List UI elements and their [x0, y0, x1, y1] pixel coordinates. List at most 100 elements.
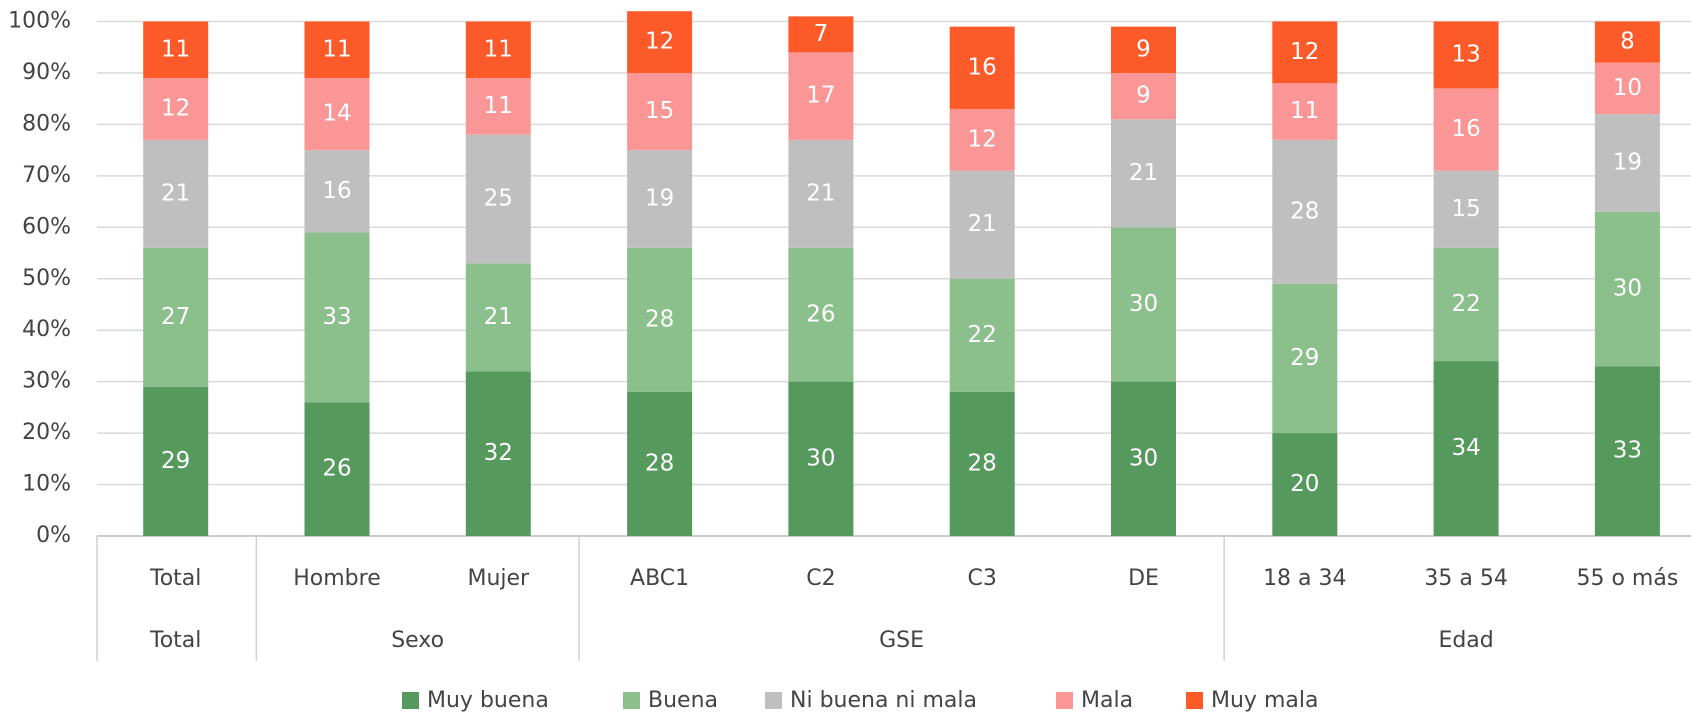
value-label: 19: [1613, 149, 1642, 175]
bar-segment: [949, 170, 1015, 279]
x-tick-label: DE: [1128, 566, 1159, 591]
bar-segment: [1272, 21, 1338, 84]
y-tick-label: 100%: [8, 9, 71, 34]
bar-segment: [143, 247, 209, 387]
bar-segment: [1272, 283, 1338, 434]
bar-segment: [788, 16, 854, 53]
bar-segment: [627, 150, 693, 248]
y-tick-label: 50%: [22, 266, 71, 291]
bar-segment: [1111, 72, 1176, 120]
value-label: 17: [806, 83, 835, 109]
bar-segment: [1594, 211, 1660, 367]
x-tick-label: Hombre: [293, 566, 381, 591]
legend-swatch: [765, 692, 782, 709]
bar-segment: [1272, 139, 1338, 284]
value-label: 28: [1290, 198, 1319, 224]
bar-segment: [304, 78, 370, 151]
bar-segment: [143, 139, 209, 248]
y-tick-label: 30%: [22, 369, 71, 394]
value-label: 29: [161, 448, 190, 474]
bar-segment: [627, 11, 693, 73]
bar-segment: [1433, 170, 1499, 248]
y-tick-label: 60%: [22, 214, 71, 239]
bar-segment: [627, 72, 693, 151]
bar-segment: [788, 381, 854, 536]
bar-segment: [949, 391, 1015, 536]
value-label: 30: [1613, 276, 1642, 302]
bar-segment: [1111, 26, 1176, 73]
legend-swatch: [1056, 692, 1073, 709]
y-tick-label: 40%: [22, 317, 71, 342]
bar-segment: [304, 21, 370, 79]
value-label: 15: [645, 98, 674, 124]
bar-segment: [1111, 227, 1176, 382]
bar-segment: [1111, 119, 1176, 228]
y-tick-label: 80%: [22, 111, 71, 136]
value-label: 12: [645, 29, 674, 55]
y-tick-label: 90%: [22, 60, 71, 85]
bar-segment: [1594, 62, 1660, 115]
value-label: 21: [1129, 160, 1158, 186]
value-label: 28: [968, 450, 997, 476]
y-tick-label: 20%: [22, 420, 71, 445]
legend-label: Muy buena: [427, 688, 549, 713]
value-label: 20: [1290, 471, 1319, 497]
legend-swatch: [623, 692, 640, 709]
value-label: 22: [1451, 291, 1480, 317]
bar-segment: [304, 150, 370, 233]
bar-segment: [1272, 83, 1338, 140]
bar-segment: [1594, 366, 1660, 536]
value-label: 12: [968, 126, 997, 152]
legend-label: Muy mala: [1211, 688, 1318, 713]
bar-segment: [949, 26, 1015, 109]
value-label: 30: [1129, 445, 1158, 471]
bar-segment: [788, 247, 854, 382]
bar-segment: [788, 52, 854, 140]
bar-segment: [465, 78, 531, 135]
value-label: 29: [1290, 345, 1319, 371]
bar-segment: [949, 108, 1015, 171]
y-tick-label: 0%: [36, 523, 71, 548]
bar-segment: [304, 232, 370, 403]
value-label: 26: [322, 456, 351, 482]
value-label: 16: [1451, 116, 1480, 142]
bar-segment: [627, 247, 693, 392]
x-tick-label: C2: [806, 566, 835, 591]
value-label: 11: [322, 36, 351, 62]
value-label: 9: [1136, 36, 1151, 62]
value-label: 25: [484, 186, 513, 212]
bar-segment: [788, 139, 854, 248]
legend-swatch: [1186, 692, 1203, 709]
value-label: 15: [1451, 196, 1480, 222]
value-label: 30: [806, 445, 835, 471]
value-label: 28: [645, 450, 674, 476]
value-label: 8: [1620, 29, 1635, 55]
value-label: 33: [1613, 438, 1642, 464]
value-label: 12: [1290, 39, 1319, 65]
legend-label: Ni buena ni mala: [790, 688, 977, 713]
bar-segment: [304, 402, 370, 536]
value-label: 16: [322, 178, 351, 204]
value-label: 21: [484, 304, 513, 330]
value-label: 7: [814, 21, 829, 47]
bar-segment: [1433, 21, 1499, 89]
value-label: 13: [1451, 41, 1480, 67]
x-tick-label: Mujer: [467, 566, 530, 591]
bar-segment: [1272, 433, 1338, 536]
bar-segment: [949, 278, 1015, 392]
value-label: 30: [1129, 291, 1158, 317]
x-tick-label: C3: [968, 566, 997, 591]
x-tick-label: ABC1: [630, 566, 689, 591]
bar-segment: [143, 386, 209, 536]
value-label: 19: [645, 186, 674, 212]
value-label: 12: [161, 95, 190, 121]
group-label: Total: [149, 628, 201, 653]
group-label: GSE: [879, 628, 924, 653]
value-label: 32: [484, 440, 513, 466]
bar-segment: [627, 391, 693, 536]
value-label: 28: [645, 306, 674, 332]
y-tick-label: 70%: [22, 163, 71, 188]
bar-segment: [1433, 247, 1499, 362]
